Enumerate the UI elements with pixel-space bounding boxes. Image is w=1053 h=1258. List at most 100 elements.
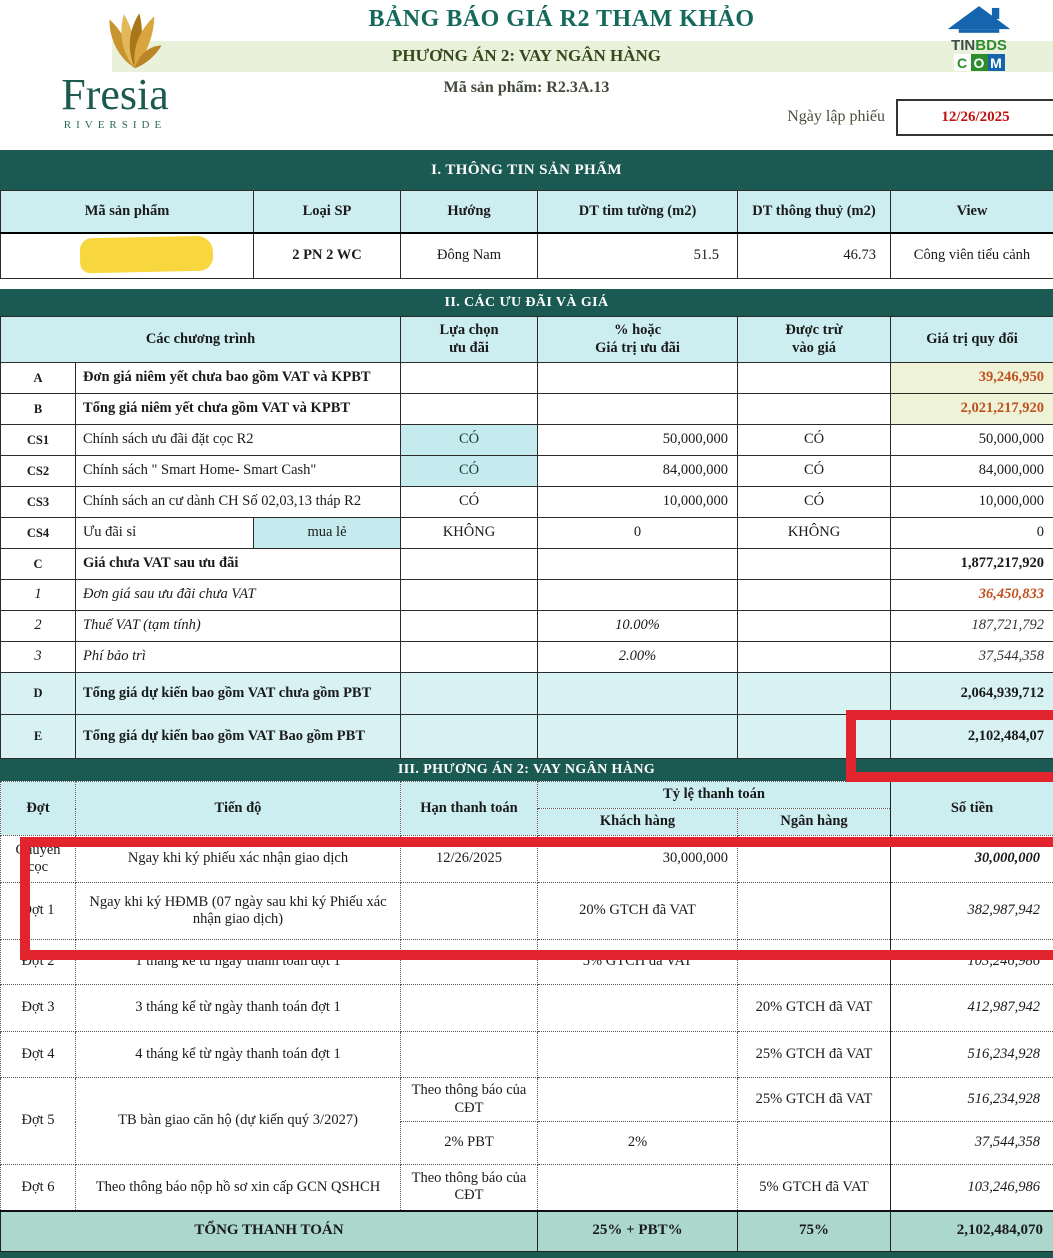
page-title: BẢNG BÁO GIÁ R2 THAM KHẢO — [368, 6, 755, 32]
choice-CS1: CÓ — [400, 424, 539, 456]
khach-2: 5% GTCH đã VAT — [537, 939, 738, 985]
deduct-CS4: KHÔNG — [737, 517, 892, 549]
row-dot-6: Đợt 6 Theo thông báo nộp hồ sơ xin cấp G… — [0, 1164, 1053, 1211]
section3-header-row2: Khách hàng Ngân hàng — [1, 808, 1053, 836]
khach-6 — [537, 1164, 738, 1211]
tiendo-2: 1 tháng kể từ ngày thanh toán đợt 1 — [75, 939, 401, 985]
choice-A — [400, 362, 539, 394]
row-dot-5a: Đợt 5 TB bàn giao căn hộ (dự kiến quý 3/… — [0, 1077, 1053, 1165]
choice-CS4: KHÔNG — [400, 517, 539, 549]
tinbds-letter-m: M — [987, 54, 1005, 71]
tinbds-logo: TINBDS C O M — [941, 5, 1017, 71]
row-3: 3 Phí bảo trì 2.00% 37,544,358 — [0, 641, 1053, 673]
code-C: C — [0, 548, 76, 580]
tinbds-letter-c: C — [953, 54, 971, 71]
label-2: Thuế VAT (tạm tính) — [74, 610, 402, 642]
col-ma-san-pham: Mã sản phẩm — [0, 190, 254, 234]
label-CS3: Chính sách an cư dành CH Số 02,03,13 thá… — [74, 486, 402, 518]
label-D: Tổng giá dự kiến bao gồm VAT chưa gồm PB… — [74, 672, 402, 715]
fresia-logo: Fresia RIVERSIDE — [30, 8, 200, 131]
pct-CS2: 84,000,000 — [537, 455, 739, 487]
total-row: TỔNG THANH TOÁN 25% + PBT% 75% 2,102,484… — [0, 1209, 1053, 1252]
pct-CS3: 10,000,000 — [537, 486, 739, 518]
total-khach: 25% + PBT% — [537, 1209, 738, 1252]
deduct-C — [737, 548, 892, 580]
section1-header-row: Mã sản phẩm Loại SP Hướng DT tim tường (… — [0, 190, 1053, 234]
tinbds-letter-o: O — [970, 54, 988, 71]
code-CS1: CS1 — [0, 424, 76, 456]
deduct-A — [737, 362, 892, 394]
col-cac-chuong-trinh: Các chương trình — [0, 316, 402, 363]
khach-4 — [537, 1031, 738, 1078]
code-E: E — [0, 714, 76, 759]
pct-1 — [537, 579, 739, 611]
tinbds-com: C O M — [941, 54, 1017, 71]
section3-band: III. PHƯƠNG ÁN 2: VAY NGÂN HÀNG — [0, 759, 1053, 781]
section2-table: Các chương trình Lựa chọn ưu đãi % hoặc Gi… — [0, 316, 1053, 759]
pct-A — [537, 362, 739, 394]
col-pct-l2: Giá trị ưu đãi — [595, 339, 680, 356]
value-CS4: 0 — [890, 517, 1053, 549]
pct-3: 2.00% — [537, 641, 739, 673]
value-CS2: 84,000,000 — [890, 455, 1053, 487]
col-khach-hang: Khách hàng — [537, 808, 738, 836]
han-5b: 2% PBT — [400, 1121, 538, 1165]
sotien-6: 103,246,986 — [890, 1164, 1053, 1211]
khach-5a — [537, 1077, 738, 1122]
cell-view: Công viên tiểu cảnh — [890, 232, 1053, 279]
row-dot-5b: 2% PBT 2% 37,544,358 — [1, 1121, 1053, 1165]
sotien-3: 412,987,942 — [890, 984, 1053, 1032]
choice-CS2: CÓ — [400, 455, 539, 487]
khach-1: 20% GTCH đã VAT — [537, 882, 738, 940]
yellow-marker-highlight — [79, 235, 214, 274]
value-CS1: 50,000,000 — [890, 424, 1053, 456]
cell-dt-tim-tuong: 51.5 — [537, 232, 738, 279]
choice-1 — [400, 579, 539, 611]
row-dot-2: Đợt 2 1 tháng kể từ ngày thanh toán đợt … — [0, 939, 1053, 985]
value-3: 37,544,358 — [890, 641, 1053, 673]
value-CS3: 10,000,000 — [890, 486, 1053, 518]
tinbds-tin: TIN — [951, 37, 976, 54]
ngan-0 — [737, 835, 891, 883]
label-1: Đơn giá sau ưu đãi chưa VAT — [74, 579, 402, 611]
label-CS2: Chính sách " Smart Home- Smart Cash" — [74, 455, 402, 487]
label-3: Phí bảo trì — [74, 641, 402, 673]
cell-loai-sp: 2 PN 2 WC — [253, 232, 401, 279]
dot-6: Đợt 6 — [0, 1164, 76, 1211]
cell-dt-thong-thuy: 46.73 — [737, 232, 891, 279]
dot-5: Đợt 5 — [0, 1077, 76, 1165]
col-lua-chon-l1: Lựa chọn — [439, 322, 499, 339]
ngan-6: 5% GTCH đã VAT — [737, 1164, 891, 1211]
khach-5b: 2% — [537, 1121, 738, 1165]
total-so-tien: 2,102,484,070 — [890, 1209, 1053, 1252]
pct-2: 10.00% — [537, 610, 739, 642]
cell-huong: Đông Nam — [400, 232, 538, 279]
tiendo-6: Theo thông báo nộp hồ sơ xin cấp GCN QSH… — [75, 1164, 401, 1211]
dot-1: Đợt 1 — [0, 882, 76, 940]
deduct-CS1: CÓ — [737, 424, 892, 456]
col-view: View — [890, 190, 1053, 234]
row-CS1: CS1 Chính sách ưu đãi đặt cọc R2 CÓ 50,0… — [0, 424, 1053, 456]
sotien-5a: 516,234,928 — [890, 1077, 1053, 1122]
spacer — [0, 279, 1053, 289]
bottom-strip — [0, 1252, 1053, 1258]
date-value-box[interactable]: 12/26/2025 — [896, 99, 1053, 136]
han-3 — [400, 984, 538, 1032]
han-5a: Theo thông báo của CĐT — [400, 1077, 538, 1122]
deduct-1 — [737, 579, 892, 611]
col-han-thanh-toan: Hạn thanh toán — [400, 781, 538, 836]
total-ngan: 75% — [737, 1209, 891, 1252]
row-dot-4: Đợt 4 4 tháng kể từ ngày thanh toán đợt … — [0, 1031, 1053, 1078]
choice-2 — [400, 610, 539, 642]
brand-name: Fresia — [61, 70, 169, 119]
choice-CS3: CÓ — [400, 486, 539, 518]
code-B: B — [0, 393, 76, 425]
code-3: 3 — [0, 641, 76, 673]
choice-D — [400, 672, 539, 715]
row-1: 1 Đơn giá sau ưu đãi chưa VAT 36,450,833 — [0, 579, 1053, 611]
subtitle-band — [112, 41, 1053, 72]
date-label: Ngày lập phiếu — [787, 108, 885, 125]
header: Fresia RIVERSIDE BẢNG BÁO GIÁ R2 THAM KH… — [0, 0, 1053, 150]
row-CS3: CS3 Chính sách an cư dành CH Số 02,03,13… — [0, 486, 1053, 518]
pct-C — [537, 548, 739, 580]
